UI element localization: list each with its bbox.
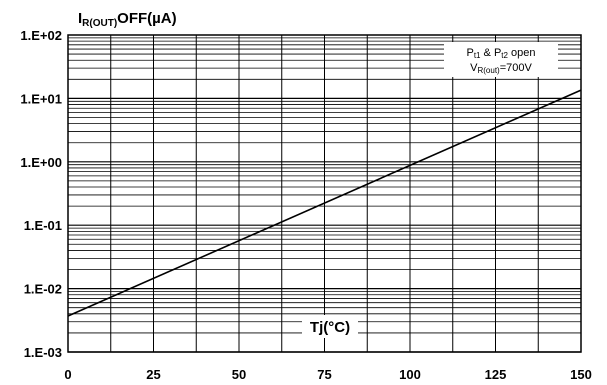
tick-labels: 0 25 50 75 100 125 150 1.E+02 1.E+01 1.E+00 1.E-01… bbox=[20, 28, 591, 382]
x-tick-label: 75 bbox=[317, 367, 331, 382]
y-tick-label: 1.E-02 bbox=[24, 282, 62, 297]
y-tick-label: 1.E+00 bbox=[20, 155, 62, 170]
y-tick-label: 1.E-01 bbox=[24, 218, 62, 233]
x-axis-label: Tj(°C) bbox=[310, 319, 350, 336]
y-tick-label: 1.E+02 bbox=[20, 28, 62, 43]
x-axis-label-background bbox=[302, 315, 358, 338]
series-line bbox=[67, 89, 582, 317]
x-tick-label: 150 bbox=[570, 367, 592, 382]
annotation-box: Pt1 & Pt2 open VR(out)=700V bbox=[444, 42, 558, 77]
x-tick-label: 50 bbox=[232, 367, 246, 382]
x-axis-label-group: Tj(°C) bbox=[302, 315, 358, 338]
x-tick-label: 0 bbox=[64, 367, 71, 382]
annotation-background bbox=[444, 42, 558, 77]
annotation-line-2: VR(out)=700V bbox=[470, 62, 532, 75]
annotation-line-1: Pt1 & Pt2 open bbox=[466, 47, 535, 60]
plot-frame bbox=[67, 34, 582, 353]
y-tick-label: 1.E+01 bbox=[20, 91, 62, 106]
y-tick-label: 1.E-03 bbox=[24, 345, 62, 360]
x-tick-label: 25 bbox=[146, 367, 160, 382]
x-tick-label: 125 bbox=[485, 367, 507, 382]
y-axis-label-rest: OFF(µA) bbox=[117, 10, 176, 27]
y-axis-label-main: I bbox=[78, 10, 82, 27]
y-axis-label-sub: R(OUT) bbox=[82, 18, 117, 29]
chart-grid bbox=[67, 35, 582, 353]
y-axis-label: IR(OUT)OFF(µA) bbox=[78, 10, 177, 29]
x-tick-label: 100 bbox=[399, 367, 421, 382]
